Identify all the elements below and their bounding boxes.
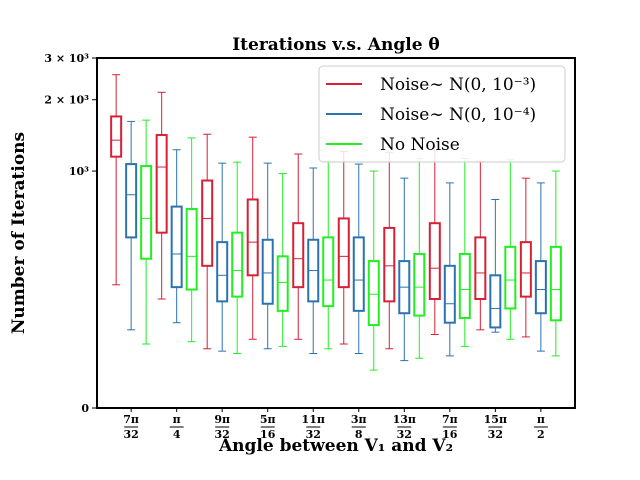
y-tick-label: 3 × 10³: [44, 52, 89, 65]
box-iqr: [534, 260, 547, 315]
box-iqr: [261, 238, 274, 305]
x-tick-denominator: 32: [123, 428, 138, 441]
legend-label-2: No Noise: [380, 135, 460, 155]
box-6-0: [383, 151, 396, 350]
box-0-2: [140, 119, 153, 345]
x-tick-denominator: 32: [488, 428, 503, 441]
box-iqr: [443, 264, 456, 324]
y-tick-label: 10³: [69, 165, 89, 178]
box-iqr: [276, 255, 289, 312]
box-4-0: [292, 153, 305, 340]
box-9-2: [549, 170, 562, 357]
box-iqr: [519, 241, 532, 298]
box-2-1: [216, 162, 229, 352]
box-9-0: [519, 177, 532, 338]
box-5-1: [352, 163, 365, 355]
box-4-1: [307, 167, 320, 355]
box-iqr: [185, 207, 198, 291]
x-tick-numerator: 7π: [123, 413, 139, 426]
box-iqr: [125, 163, 138, 239]
x-tick-denominator: 16: [442, 428, 458, 441]
box-9-1: [534, 182, 547, 352]
x-tick-numerator: 13π: [393, 413, 416, 426]
x-tick-numerator: 5π: [260, 413, 276, 426]
x-tick-denominator: 8: [355, 428, 363, 441]
x-tick-numerator: π: [537, 413, 545, 426]
box-iqr: [246, 198, 259, 277]
box-1-2: [185, 137, 198, 343]
y-tick-label: 0: [81, 402, 89, 415]
box-3-1: [261, 162, 274, 350]
legend-label-1: Noise∼ N(0, 10⁻⁴): [380, 105, 536, 125]
box-iqr: [352, 236, 365, 312]
y-axis-label: Number of Iterations: [9, 132, 29, 334]
box-2-0: [201, 133, 214, 350]
x-tick-numerator: 11π: [302, 413, 325, 426]
y-tick-label: 2 × 10³: [44, 94, 89, 107]
box-3-0: [246, 136, 259, 340]
plot-area: [110, 74, 562, 371]
legend-label-0: Noise∼ N(0, 10⁻³): [380, 75, 536, 95]
x-tick-numerator: 3π: [351, 413, 367, 426]
box-8-2: [504, 158, 517, 340]
box-1-0: [155, 91, 168, 300]
box-iqr: [474, 236, 487, 301]
x-tick-denominator: 2: [537, 428, 545, 441]
x-tick-denominator: 32: [397, 428, 412, 441]
box-iqr: [504, 245, 517, 310]
box-8-1: [489, 198, 502, 333]
box-6-2: [413, 157, 426, 359]
chart-title: Iterations v.s. Angle θ: [232, 35, 440, 55]
x-tick-denominator: 4: [173, 428, 181, 441]
box-8-0: [474, 160, 487, 331]
box-iqr: [489, 274, 502, 329]
axes-frame: [96, 57, 576, 409]
box-iqr: [292, 222, 305, 289]
box-iqr: [201, 179, 214, 267]
box-iqr: [367, 260, 380, 327]
box-iqr: [337, 217, 350, 289]
box-iqr: [428, 222, 441, 301]
box-iqr: [413, 252, 426, 317]
x-tick-denominator: 32: [306, 428, 321, 441]
box-iqr: [231, 231, 244, 298]
box-2-2: [231, 161, 244, 355]
box-iqr: [458, 252, 471, 319]
box-4-2: [322, 160, 335, 350]
x-tick-numerator: 7π: [442, 413, 458, 426]
box-5-2: [367, 170, 380, 371]
legend-frame: [318, 65, 566, 163]
box-6-1: [398, 177, 411, 362]
box-3-2: [276, 172, 289, 347]
box-1-1: [170, 149, 183, 324]
box-iqr: [140, 165, 153, 260]
box-iqr: [170, 205, 183, 289]
box-iqr: [216, 241, 229, 303]
legend: Noise∼ N(0, 10⁻³) Noise∼ N(0, 10⁻⁴) No Noi…: [318, 65, 566, 163]
x-tick-numerator: 9π: [214, 413, 230, 426]
box-iqr: [322, 236, 335, 308]
box-7-0: [428, 141, 441, 336]
box-iqr: [155, 133, 168, 234]
box-0-1: [125, 120, 138, 331]
box-iqr: [549, 245, 562, 322]
x-tick-numerator: 15π: [484, 413, 507, 426]
box-iqr: [110, 115, 123, 158]
x-tick-numerator: π: [173, 413, 181, 426]
box-5-0: [337, 150, 350, 345]
box-0-0: [110, 74, 123, 286]
x-axis-label: Angle between V₁ and V₂: [218, 436, 453, 456]
box-iqr: [383, 226, 396, 303]
box-7-1: [443, 182, 456, 357]
box-7-2: [458, 157, 471, 347]
x-tick-denominator: 32: [215, 428, 230, 441]
x-tick-denominator: 16: [260, 428, 276, 441]
